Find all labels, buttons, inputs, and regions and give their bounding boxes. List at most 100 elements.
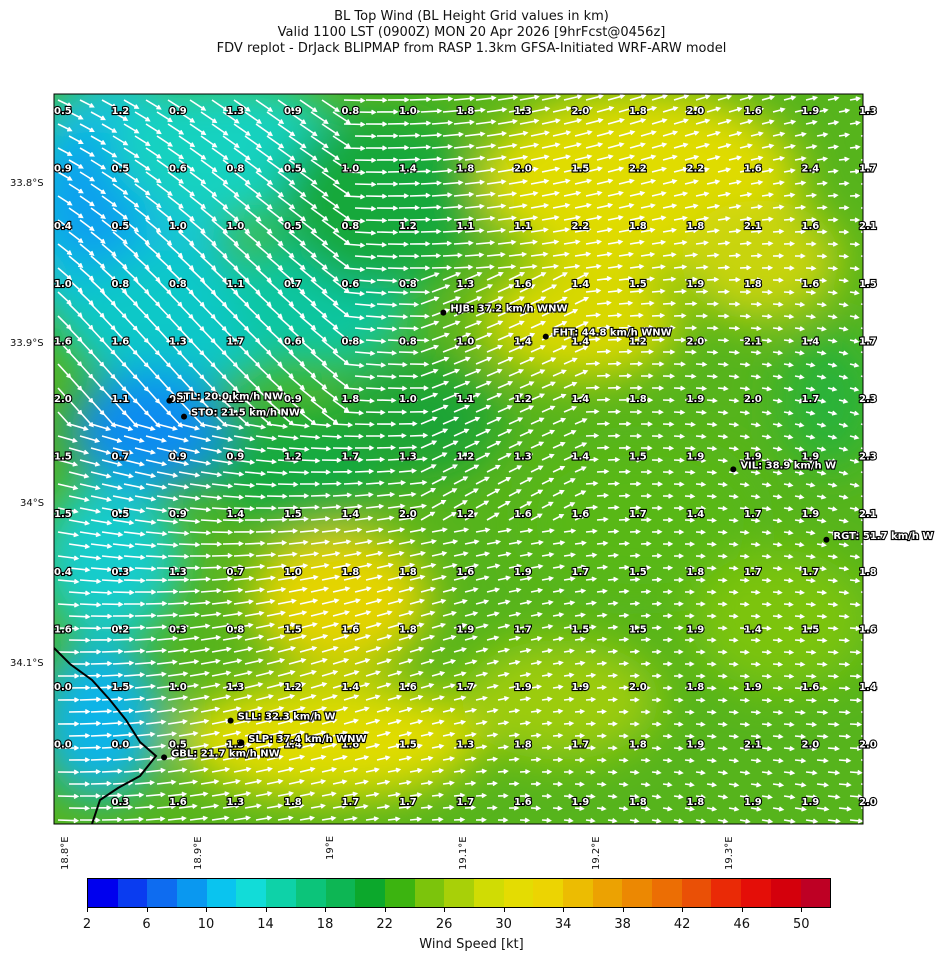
- grid-value: 0.4: [54, 567, 72, 578]
- grid-value: 1.5: [54, 452, 72, 463]
- colorbar-segment: [414, 879, 445, 907]
- station-dot: [238, 740, 245, 746]
- grid-value: 2.2: [629, 164, 647, 175]
- grid-value: 1.4: [802, 336, 820, 347]
- grid-value: 0.6: [342, 279, 360, 290]
- colorbar-tick-mark: [87, 908, 88, 912]
- grid-value: 0.9: [284, 394, 302, 405]
- grid-value: 0.0: [54, 682, 72, 693]
- grid-value: 1.4: [342, 509, 360, 520]
- grid-value: 1.4: [687, 509, 705, 520]
- grid-value: 1.5: [629, 567, 647, 578]
- station-marker[interactable]: STO: 21.5 km/h NW: [181, 407, 301, 420]
- grid-value: 1.9: [457, 624, 475, 635]
- grid-value: 1.6: [54, 336, 72, 347]
- station-marker[interactable]: VIL: 38.9 km/h W: [730, 459, 837, 472]
- grid-value: 1.7: [342, 797, 360, 808]
- grid-value: 1.9: [687, 394, 705, 405]
- grid-value: 1.9: [514, 682, 532, 693]
- grid-value: 2.0: [859, 740, 877, 751]
- grid-value: 0.8: [399, 279, 417, 290]
- grid-value: 2.0: [859, 797, 877, 808]
- grid-value: 1.3: [169, 567, 187, 578]
- chart-title: BL Top Wind (BL Height Grid values in km…: [334, 9, 609, 24]
- grid-value: 1.8: [399, 567, 417, 578]
- grid-value: 0.8: [227, 624, 245, 635]
- colorbar-segment: [266, 879, 296, 907]
- station-marker[interactable]: SLL: 32.3 km/h W: [227, 710, 337, 724]
- bl-height-grid-values: 0.5 1.2 0.9 1.3 0.9 0.8 1.0 1.8 1.3 2.0 1.8 2.0 1.6 1…: [53, 105, 878, 809]
- grid-value: 1.8: [457, 164, 475, 175]
- grid-value: 1.3: [399, 452, 417, 463]
- station-dot: [440, 309, 447, 316]
- station-marker[interactable]: RGT: 51.7 km/h W: [823, 530, 935, 543]
- grid-value: 1.4: [399, 164, 417, 175]
- grid-value: 0.4: [54, 221, 72, 232]
- grid-value: 1.2: [457, 452, 475, 463]
- grid-value: 1.0: [227, 221, 245, 232]
- colorbar-tick-mark: [444, 908, 446, 912]
- station-marker[interactable]: HJB: 37.2 km/h WNW: [440, 303, 569, 316]
- colorbar-label: Wind Speed [kt]: [419, 937, 524, 952]
- colorbar-tick-mark: [265, 908, 267, 912]
- grid-value: 0.8: [342, 106, 360, 117]
- grid-value: 1.6: [112, 336, 130, 347]
- grid-value: 2.1: [744, 336, 762, 347]
- grid-value: 1.5: [284, 624, 302, 635]
- colorbar-tick-label: 50: [792, 917, 810, 932]
- colorbar-segment: [711, 879, 742, 907]
- grid-value: 0.8: [342, 221, 360, 232]
- colorbar-segment: [533, 879, 563, 907]
- grid-value: 1.7: [802, 567, 820, 578]
- station-marker[interactable]: STL: 20.0 km/h NW: [166, 391, 284, 404]
- station-marker[interactable]: GBL: 21.7 km/h NW: [161, 747, 281, 761]
- colorbar-tick-mark: [206, 908, 208, 912]
- grid-value: 2.0: [514, 164, 532, 175]
- grid-value: 1.1: [514, 221, 532, 232]
- grid-value: 0.9: [169, 394, 187, 405]
- grid-value: 0.8: [169, 279, 187, 290]
- grid-value: 1.6: [514, 509, 532, 520]
- colorbar-segment: [117, 879, 148, 907]
- grid-value: 1.7: [802, 394, 820, 405]
- grid-value: 2.1: [859, 509, 877, 520]
- colorbar-tick-mark: [801, 908, 803, 912]
- grid-value: 2.0: [687, 106, 705, 117]
- grid-value: 0.3: [169, 624, 187, 635]
- grid-value: 2.2: [572, 221, 590, 232]
- grid-value: 1.7: [859, 164, 877, 175]
- grid-value: 0.5: [112, 221, 130, 232]
- colorbar: [87, 878, 831, 908]
- grid-value: 0.3: [112, 567, 130, 578]
- colorbar-tick-label: 26: [435, 917, 453, 932]
- lon-label: 19.1°E: [458, 836, 469, 870]
- grid-value: 0.9: [284, 106, 302, 117]
- grid-value: 1.4: [572, 279, 590, 290]
- grid-value: 0.9: [227, 452, 245, 463]
- station-marker[interactable]: SLP: 37.4 km/h WNW: [238, 733, 368, 746]
- grid-value: 1.7: [572, 567, 590, 578]
- station-marker[interactable]: FHT: 44.8 km/h WNW: [542, 327, 673, 340]
- colorbar-segment: [741, 879, 771, 907]
- grid-value: 0.0: [112, 740, 130, 751]
- grid-value: 0.9: [169, 509, 187, 520]
- grid-value: 0.7: [227, 567, 245, 578]
- grid-value: 1.5: [629, 279, 647, 290]
- grid-value: 1.4: [572, 452, 590, 463]
- grid-value: 1.6: [802, 279, 820, 290]
- grid-value: 2.0: [744, 394, 762, 405]
- grid-value: 1.9: [572, 682, 590, 693]
- grid-value: 1.6: [744, 106, 762, 117]
- grid-value: 0.6: [284, 336, 302, 347]
- stations: HJB: 37.2 km/h WNW FHT: 44.8 km/h WNW STL:…: [161, 303, 935, 761]
- grid-value: 1.0: [457, 336, 475, 347]
- grid-value: 1.8: [284, 797, 302, 808]
- grid-value: 1.8: [629, 106, 647, 117]
- colorbar-tick-label: 2: [82, 917, 92, 932]
- grid-value: 1.0: [169, 221, 187, 232]
- station-label: RGT: 51.7 km/h W: [833, 531, 933, 542]
- grid-value: 0.8: [342, 336, 360, 347]
- grid-value: 1.5: [802, 624, 820, 635]
- colorbar-tick-label: 30: [495, 917, 512, 932]
- grid-value: 1.7: [629, 509, 647, 520]
